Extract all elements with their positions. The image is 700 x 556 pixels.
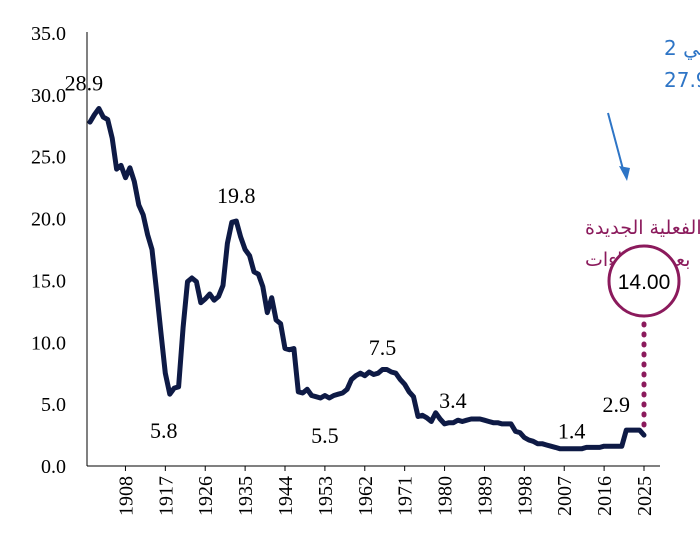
new-tariff-value: 14.00 xyxy=(618,271,671,294)
y-tick-label: 35.0 xyxy=(31,23,66,45)
effective-tariff-line xyxy=(87,106,647,452)
x-tick-label: 1998 xyxy=(514,476,536,516)
blue-annotation-line-2: أبريل، قبل الإعفاءات: 27.99 xyxy=(664,67,700,92)
x-tick-label: 1962 xyxy=(355,476,377,516)
data-label: 19.8 xyxy=(217,183,256,208)
new-tariff-circle xyxy=(607,244,681,318)
data-label: 28.9 xyxy=(65,70,104,95)
purple-annotation-line-1: التعريفات الفعلية الجديدة xyxy=(585,217,700,239)
x-tick-label: 1953 xyxy=(315,476,337,516)
data-label: 5.5 xyxy=(311,423,339,448)
x-tick-label: 2025 xyxy=(634,476,656,516)
y-tick-label: 20.0 xyxy=(31,209,66,231)
x-tick-label: 2007 xyxy=(554,476,576,516)
y-tick-label: 10.0 xyxy=(31,332,66,354)
data-label: 3.4 xyxy=(439,388,467,413)
y-tick-label: 30.0 xyxy=(31,85,66,107)
data-label: 7.5 xyxy=(369,335,397,360)
data-label: 1.4 xyxy=(558,419,586,444)
y-tick-label: 15.0 xyxy=(31,270,66,292)
x-tick-label: 1917 xyxy=(155,476,177,516)
data-labels: 28.9 5.8 19.8 5.5 7.5 3.4 1.4 2.9 xyxy=(65,70,630,447)
y-tick-label: 5.0 xyxy=(41,394,66,416)
x-tick-labels: 1908 1917 1926 1935 1944 1953 1962 1971 1980 1989… xyxy=(115,466,656,516)
blue-annotation-line-1: التعريفات الفعلية التي تم فرضها في 2 xyxy=(664,36,700,61)
blue-arrow-head xyxy=(619,166,630,181)
y-tick-label: 0.0 xyxy=(41,456,66,478)
y-tick-labels: 35.0 30.0 25.0 20.0 15.0 10.0 5.0 0.0 xyxy=(31,23,66,478)
x-tick-label: 1926 xyxy=(195,476,217,516)
x-tick-label: 1944 xyxy=(275,476,297,516)
data-label: 5.8 xyxy=(150,418,178,443)
x-tick-label: 1980 xyxy=(435,476,457,516)
x-tick-label: 1989 xyxy=(474,476,496,516)
x-tick-label: 1971 xyxy=(395,476,417,516)
x-tick-label: 2016 xyxy=(594,476,616,516)
y-tick-label: 25.0 xyxy=(31,147,66,169)
x-tick-label: 1935 xyxy=(235,476,257,516)
data-label: 2.9 xyxy=(603,392,631,417)
blue-annotation-arrow xyxy=(607,112,625,174)
x-tick-label: 1908 xyxy=(115,476,137,516)
